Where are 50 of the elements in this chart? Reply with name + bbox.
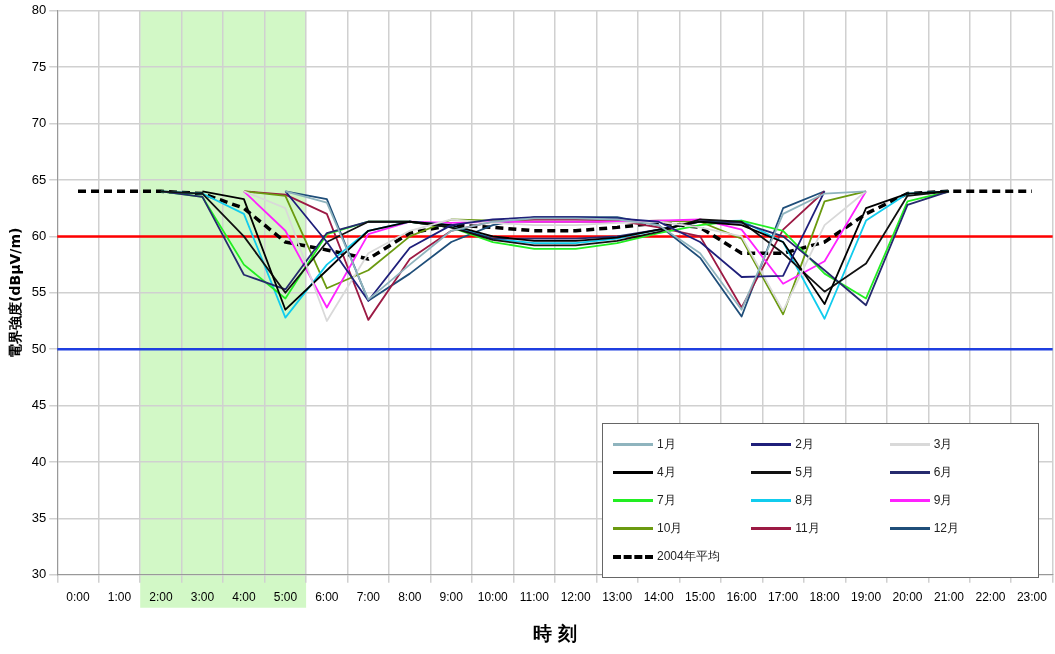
legend-label: 2月 bbox=[795, 435, 815, 453]
legend-label: 12月 bbox=[933, 520, 960, 538]
x-tick-label: 10:00 bbox=[477, 590, 509, 605]
legend-label: 5月 bbox=[795, 463, 815, 481]
y-tick-label: 60 bbox=[31, 227, 47, 243]
x-tick-label: 6:00 bbox=[315, 590, 339, 605]
x-tick-label: 17:00 bbox=[768, 590, 799, 605]
y-tick-label: 75 bbox=[31, 58, 47, 74]
x-tick-label: 22:00 bbox=[975, 590, 1006, 605]
x-tick-label: 3:00 bbox=[190, 590, 215, 605]
legend-label: 3月 bbox=[933, 435, 953, 453]
x-tick-label: 16:00 bbox=[726, 590, 757, 605]
x-tick-label: 15:00 bbox=[685, 590, 716, 605]
legend-label: 9月 bbox=[933, 491, 953, 509]
x-tick-label: 7:00 bbox=[356, 590, 381, 605]
x-tick-label: 14:00 bbox=[643, 590, 674, 605]
x-tick-label: 23:00 bbox=[1016, 590, 1048, 605]
legend-label: 7月 bbox=[657, 491, 676, 509]
x-tick-label: 4:00 bbox=[232, 590, 256, 605]
x-tick-label: 0:00 bbox=[66, 590, 90, 605]
legend-label: 10月 bbox=[657, 520, 683, 538]
y-tick-label: 80 bbox=[31, 2, 47, 18]
x-tick-label: 8:00 bbox=[398, 590, 422, 605]
x-tick-label: 21:00 bbox=[933, 590, 965, 605]
y-tick-label: 30 bbox=[31, 566, 47, 582]
y-tick-label: 55 bbox=[31, 284, 47, 300]
x-tick-label: 5:00 bbox=[273, 590, 298, 605]
legend-label: 11月 bbox=[795, 520, 820, 538]
y-tick-label: 40 bbox=[31, 453, 47, 469]
y-tick-label: 45 bbox=[31, 397, 47, 413]
y-tick-label: 35 bbox=[31, 509, 47, 525]
y-tick-label: 70 bbox=[31, 115, 47, 131]
legend-label: 6月 bbox=[933, 463, 953, 481]
y-tick-label: 50 bbox=[31, 340, 47, 356]
x-tick-label: 9:00 bbox=[439, 590, 464, 605]
x-axis-title: 時 刻 bbox=[532, 621, 578, 644]
x-tick-label: 11:00 bbox=[519, 590, 550, 605]
x-tick-label: 12:00 bbox=[560, 590, 592, 605]
x-tick-label: 19:00 bbox=[851, 590, 882, 605]
x-tick-label: 18:00 bbox=[809, 590, 840, 605]
legend-label: 1月 bbox=[657, 435, 676, 453]
x-tick-label: 13:00 bbox=[602, 590, 633, 605]
x-tick-label: 2:00 bbox=[149, 590, 173, 605]
x-tick-label: 20:00 bbox=[892, 590, 923, 605]
legend-label: 8月 bbox=[795, 491, 815, 509]
legend-label: 4月 bbox=[657, 463, 676, 481]
legend-label: 2004年平均 bbox=[657, 548, 720, 566]
x-tick-label: 1:00 bbox=[107, 590, 132, 605]
y-tick-label: 65 bbox=[31, 171, 47, 187]
y-axis-title: 電界強度(dBμV/m) bbox=[7, 227, 24, 358]
